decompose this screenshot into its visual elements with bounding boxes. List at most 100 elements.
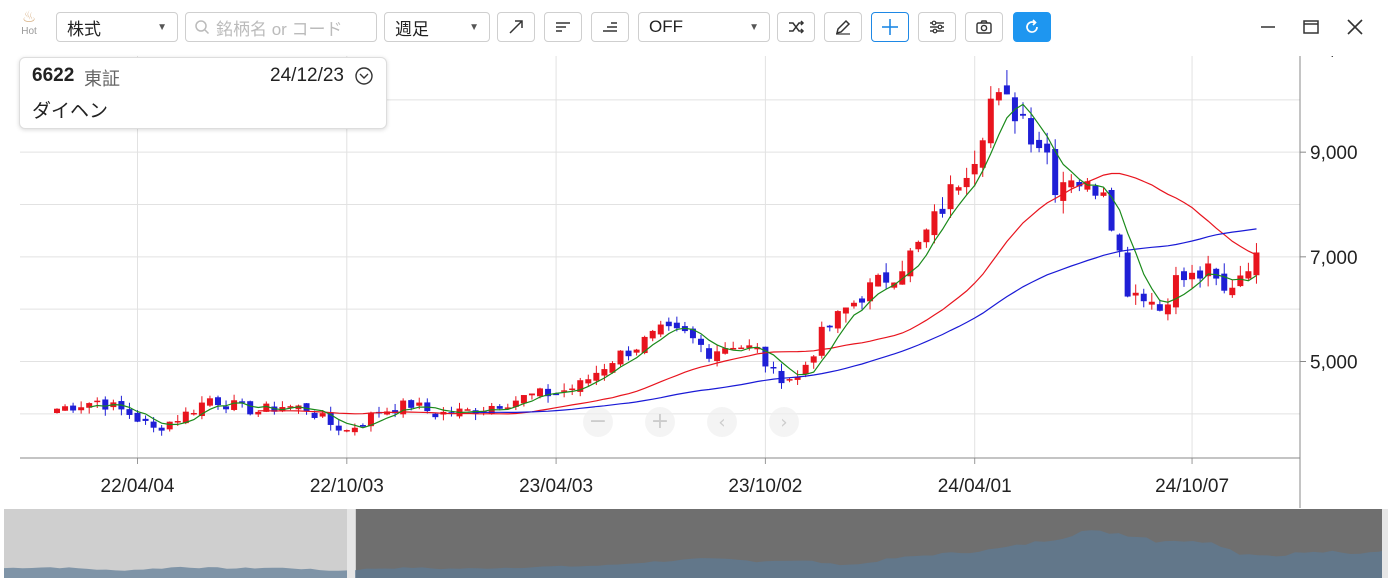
- zoom-in-button[interactable]: [645, 407, 675, 437]
- candle-body: [665, 321, 672, 327]
- camera-icon: [976, 20, 992, 34]
- candle-body: [432, 413, 439, 418]
- candle-body: [955, 187, 962, 191]
- candle-body: [1229, 287, 1236, 296]
- candle-body: [818, 326, 825, 356]
- market-select[interactable]: 株式 ▼: [56, 12, 178, 42]
- trendline-button[interactable]: [497, 12, 535, 42]
- candle-body: [826, 325, 833, 328]
- candle-body: [673, 322, 680, 329]
- candle-body: [867, 282, 874, 302]
- sliders-icon: [930, 20, 944, 34]
- candle-body: [1036, 139, 1043, 149]
- candle-body: [979, 140, 986, 168]
- zoom-out-button[interactable]: [583, 407, 613, 437]
- minimize-button[interactable]: [1255, 14, 1281, 40]
- search-input[interactable]: 銘柄名 or コード: [185, 12, 377, 42]
- candle-body: [971, 163, 978, 175]
- close-button[interactable]: [1342, 14, 1368, 40]
- candle-body: [689, 328, 696, 339]
- refresh-button[interactable]: [1013, 12, 1051, 42]
- scroll-right-button[interactable]: [769, 407, 799, 437]
- candle-body: [923, 229, 930, 243]
- candle-body: [939, 208, 946, 214]
- candle-body: [859, 298, 865, 303]
- candle-body: [1076, 182, 1083, 187]
- trendline-arrow-icon: [509, 20, 523, 34]
- candle-body: [899, 271, 906, 285]
- screenshot-button[interactable]: [965, 12, 1003, 42]
- stock-exchange: 東証: [84, 69, 120, 89]
- candle-body: [70, 405, 77, 411]
- candle-body: [746, 345, 753, 348]
- candle-body: [1253, 252, 1260, 276]
- x-tick-label: 22/10/03: [310, 476, 384, 497]
- candle-body: [102, 399, 109, 410]
- period-select-value: 週足: [395, 19, 429, 39]
- candle-body: [625, 350, 632, 357]
- candle-body: [569, 388, 576, 391]
- navigator-handle-left: [347, 509, 355, 578]
- candle-body: [875, 274, 882, 287]
- candle-body: [311, 412, 318, 418]
- candle-body: [134, 412, 141, 422]
- chevron-down-icon: ▼: [469, 21, 479, 33]
- hot-label: Hot: [21, 26, 37, 37]
- candle-body: [553, 393, 560, 396]
- period-select[interactable]: 週足 ▼: [384, 12, 490, 42]
- candle-body: [1181, 271, 1187, 281]
- hot-button[interactable]: ♨ Hot: [14, 9, 44, 38]
- settings-button[interactable]: [918, 12, 956, 42]
- candle-body: [206, 398, 213, 406]
- candle-body: [416, 402, 423, 406]
- price-lines-button[interactable]: [591, 12, 629, 42]
- plus-icon: [882, 19, 898, 35]
- navigator-handle-right: [1382, 509, 1388, 578]
- candle-body: [408, 400, 415, 408]
- candle-body: [392, 410, 399, 414]
- candle-body: [520, 395, 527, 404]
- candle-body: [907, 250, 914, 277]
- minus-icon: −: [589, 409, 607, 434]
- candle-body: [577, 380, 584, 392]
- x-tick-label: 23/04/03: [519, 476, 593, 497]
- candle-body: [601, 369, 608, 376]
- candle-body: [770, 367, 777, 369]
- chevron-down-icon: ▼: [157, 21, 167, 33]
- candle-body: [1164, 304, 1171, 315]
- navigator-strip[interactable]: [0, 509, 1392, 578]
- candle-body: [1132, 292, 1139, 296]
- candle-body: [528, 393, 535, 396]
- price-chart[interactable]: 22/04/04 22/10/03 23/04/03 23/10/02 24/04/01…: [0, 56, 1392, 509]
- candle-body: [174, 421, 181, 423]
- minimize-icon: [1261, 26, 1275, 28]
- candle-body: [641, 336, 648, 354]
- candle-body: [384, 411, 391, 415]
- draw-button[interactable]: [824, 12, 862, 42]
- candle-body: [303, 403, 310, 412]
- toolbar: ♨ Hot 株式 ▼ 銘柄名 or コード 週足 ▼ OFF ▼: [0, 0, 1392, 56]
- scroll-left-button[interactable]: [707, 407, 737, 437]
- candle-body: [1003, 85, 1010, 95]
- crosshair-button[interactable]: [871, 12, 909, 42]
- indicator-select[interactable]: OFF ▼: [638, 12, 770, 42]
- market-select-value: 株式: [67, 19, 101, 39]
- candle-body: [617, 350, 624, 365]
- candle-body: [738, 347, 745, 350]
- zoom-controls: − + ‹ ›: [583, 407, 799, 437]
- horizontal-lines-button[interactable]: [544, 12, 582, 42]
- candle-body: [166, 421, 173, 430]
- candle-body: [883, 272, 890, 283]
- candle-body: [1148, 301, 1155, 305]
- navigator-area: [4, 530, 1388, 578]
- shuffle-button[interactable]: [777, 12, 815, 42]
- candle-body: [86, 403, 93, 408]
- candle-body: [1172, 275, 1179, 308]
- candle-body: [215, 397, 221, 406]
- maximize-button[interactable]: [1298, 14, 1324, 40]
- candle-body: [730, 347, 737, 350]
- candle-body: [359, 425, 366, 427]
- flame-icon: ♨: [21, 9, 37, 26]
- y-tick-label: 9,000: [1310, 143, 1358, 164]
- expand-chevron-icon[interactable]: [354, 66, 374, 86]
